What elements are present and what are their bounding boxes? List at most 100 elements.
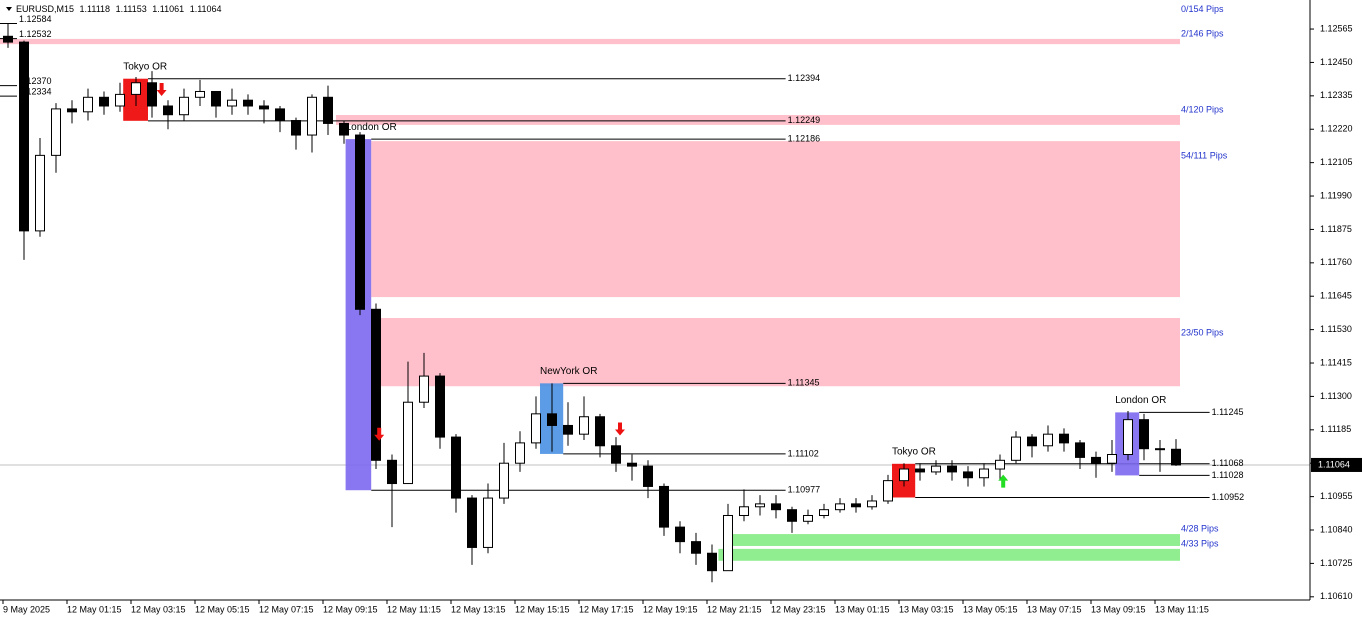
candle-body	[627, 462, 637, 467]
candle-body	[339, 122, 349, 136]
menu-triangle[interactable]	[6, 7, 12, 11]
y-tick-label: 1.11760	[1320, 257, 1352, 267]
x-tick-label: 13 May 05:15	[963, 604, 1018, 614]
candle-body	[1123, 419, 1133, 456]
candle-body	[595, 416, 605, 447]
signal-arrow	[615, 422, 625, 436]
candle-body	[771, 503, 781, 511]
range-label: London OR	[346, 122, 397, 133]
signal-arrow	[998, 474, 1009, 488]
zone-label: 4/120 Pips	[1181, 104, 1224, 114]
zone-label: 54/111 Pips	[1181, 151, 1228, 161]
range-label: Tokyo OR	[123, 61, 167, 72]
candle-body	[1171, 448, 1181, 466]
candle-body	[323, 96, 333, 124]
candle-body	[1091, 456, 1101, 464]
candle-body	[51, 108, 61, 156]
candle-body	[995, 459, 1005, 470]
x-tick-label: 12 May 21:15	[707, 604, 762, 614]
left-level-label: 1.12532	[19, 29, 52, 39]
candle-body	[611, 445, 621, 464]
high: 1.11153	[116, 4, 147, 14]
level-label: 1.12394	[788, 73, 821, 83]
candle-body	[947, 465, 957, 473]
y-tick-label: 1.11990	[1320, 190, 1352, 200]
zone	[371, 318, 1180, 387]
candle-body	[179, 96, 189, 116]
candle-body	[1075, 442, 1085, 458]
level-label: 1.10952	[1212, 492, 1245, 502]
candle-body	[419, 375, 429, 403]
left-level-label: 1.12370	[19, 76, 52, 86]
candle-body	[307, 96, 317, 136]
x-tick-label: 12 May 15:15	[515, 604, 570, 614]
candle-body	[451, 436, 461, 499]
chart-header: EURUSD,M15 1.11118 1.11153 1.11061 1.110…	[16, 4, 222, 14]
level-label: 1.12186	[788, 133, 821, 143]
y-tick-label: 1.10610	[1320, 591, 1353, 601]
candle-body	[195, 90, 205, 98]
y-tick-label: 1.10840	[1320, 524, 1353, 534]
symbol: EURUSD,M15	[16, 4, 74, 14]
candle-body	[371, 308, 381, 461]
x-tick-label: 12 May 09:15	[323, 604, 378, 614]
candle-body	[403, 401, 413, 485]
candle-body	[227, 99, 237, 107]
candle-body	[163, 105, 173, 116]
y-tick-label: 1.11875	[1320, 224, 1352, 234]
candle-body	[435, 375, 445, 438]
candle-body	[131, 82, 141, 95]
signal-arrow	[156, 83, 167, 97]
x-tick-label: 13 May 07:15	[1027, 604, 1082, 614]
zone	[0, 38, 1180, 45]
y-tick-label: 1.10955	[1320, 491, 1353, 501]
candle-body	[915, 468, 925, 473]
range-label: NewYork OR	[540, 366, 597, 377]
candle-body	[819, 509, 829, 516]
level-label: 1.12249	[788, 115, 821, 125]
level-label: 1.11345	[788, 378, 820, 388]
candle-body	[675, 526, 685, 543]
candle-body	[643, 465, 653, 487]
zone-label: 2/146 Pips	[1181, 28, 1224, 38]
candle-body	[515, 442, 525, 464]
candle-body	[211, 90, 221, 107]
candle-body	[275, 108, 285, 122]
x-tick-label: 12 May 11:15	[387, 604, 441, 614]
candle-body	[19, 41, 29, 232]
candle-body	[851, 503, 861, 508]
y-tick-label: 1.12105	[1320, 157, 1353, 167]
candle-body	[83, 96, 93, 113]
candle-body	[835, 503, 845, 511]
candle-body	[1059, 433, 1069, 444]
plot: 0/154 Pips 2/146 Pips 4/120 Pips 54/111 Pip…	[0, 4, 1310, 583]
x-tick-label: 12 May 05:15	[195, 604, 250, 614]
candle-body	[691, 541, 701, 554]
close: 1.11064	[190, 4, 222, 14]
zone	[371, 141, 1180, 298]
x-tick-label: 13 May 03:15	[899, 604, 954, 614]
price-tag-label: 1.11064	[1318, 459, 1350, 469]
candle-body	[931, 465, 941, 473]
candle-body	[483, 497, 493, 548]
y-tick-label: 1.12220	[1320, 124, 1353, 134]
level-label: 1.11102	[788, 448, 819, 458]
candle-body	[755, 503, 765, 508]
candle-body	[355, 134, 365, 310]
candle-body	[979, 468, 989, 479]
zone	[336, 115, 1180, 125]
y-tick-label: 1.11645	[1320, 291, 1352, 301]
x-tick-label: 12 May 07:15	[259, 604, 314, 614]
zone-label: 23/50 Pips	[1181, 327, 1224, 337]
zone-label: 4/33 Pips	[1181, 538, 1219, 548]
candle-body	[867, 500, 877, 508]
candle-body	[467, 497, 477, 548]
level-label: 1.11068	[1212, 458, 1244, 468]
x-tick-label: 12 May 03:15	[131, 604, 186, 614]
candle-body	[739, 506, 749, 516]
candle-body	[787, 509, 797, 522]
y-tick-label: 1.11530	[1320, 324, 1352, 334]
x-tick-label: 12 May 13:15	[451, 604, 506, 614]
range-label: London OR	[1115, 395, 1166, 406]
